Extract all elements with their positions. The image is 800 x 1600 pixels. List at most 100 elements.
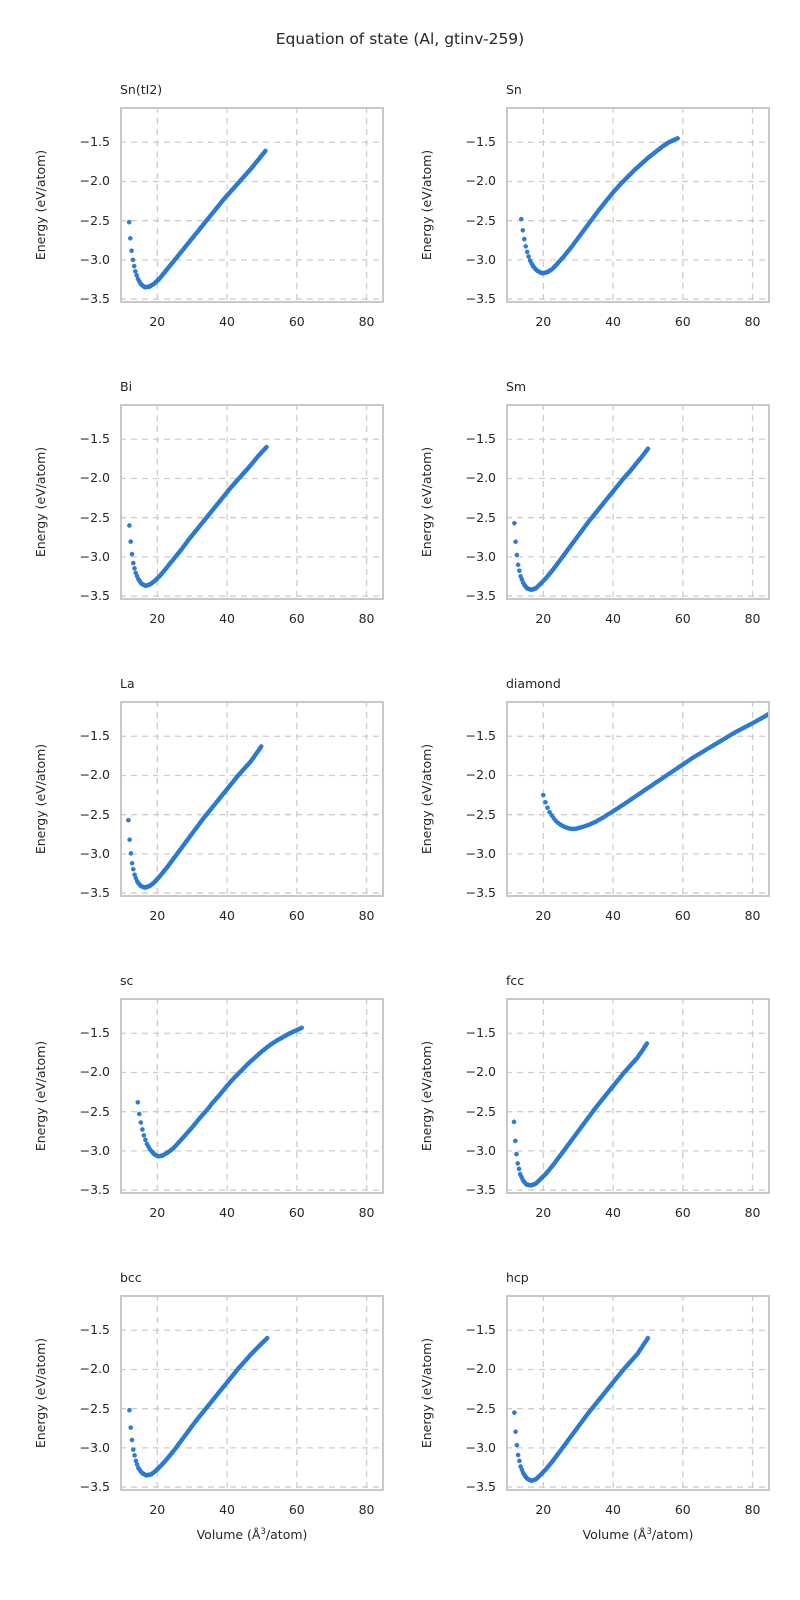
y-tick-label: −1.5 [465,431,496,447]
x-tick-label: 20 [149,908,166,923]
x-tick-label: 40 [219,908,236,923]
plot-area [120,1295,384,1491]
plot-area [506,701,770,897]
y-tick-label: −2.0 [79,767,110,783]
y-tick-label: −2.5 [79,509,110,525]
data-point [520,228,526,233]
data-point [515,562,521,568]
y-tick-label: −3.5 [465,1182,496,1198]
x-tick-label: 60 [674,611,691,626]
x-tick-label: 20 [149,1205,166,1220]
subplot-title: fcc [506,973,525,988]
gridlines [506,701,770,897]
y-tick-label: −3.5 [465,885,496,901]
data-point [514,552,520,558]
y-tick-label: −2.5 [79,1400,110,1416]
plot-area [120,998,384,1194]
x-tick-label: 20 [535,1502,552,1517]
y-tick-label: −3.0 [79,1142,110,1158]
y-tick-label: −2.0 [79,1361,110,1377]
plot-area [506,107,770,303]
x-axis-label: Volume (Å3/atom) [120,1527,384,1542]
y-tick-label: −3.5 [79,291,110,307]
data-point [547,809,552,815]
data-point [519,216,524,222]
y-tick-label: −2.5 [465,806,496,822]
data-point [128,851,134,856]
y-tick-label: −1.5 [79,1322,110,1338]
data-point [127,523,132,528]
y-tick-label: −1.5 [465,134,496,150]
data-point [513,1429,518,1434]
data-point [136,1111,142,1117]
plot-area [120,701,384,897]
x-tick-label: 80 [358,611,375,626]
y-tick-label: −3.0 [465,548,496,564]
x-tick-label: 40 [605,314,622,329]
x-tick-label: 40 [605,1205,622,1220]
y-tick-label: −1.5 [465,1025,496,1041]
data-point [523,243,529,249]
plot-area [506,998,770,1194]
y-tick-label: −3.0 [465,1142,496,1158]
figure-title: Equation of state (Al, gtinv-259) [275,30,525,48]
plot-frame [506,701,770,897]
data-point [541,792,546,798]
data-point [512,1410,517,1415]
data-point [645,1335,651,1341]
plot-frame [120,1295,384,1491]
y-tick-label: −3.0 [79,251,110,267]
data-point [126,817,131,823]
y-tick-label: −3.5 [465,1479,496,1495]
y-tick-label: −2.5 [465,1103,496,1119]
x-tick-label: 80 [744,314,761,329]
scatter-series [541,712,770,832]
scatter-series [127,1335,270,1478]
data-point [543,799,548,805]
y-tick-label: −3.0 [465,251,496,267]
plot-frame [120,107,384,303]
x-axis-label-sup: 3 [260,1527,266,1537]
subplot-title: Sm [506,379,527,394]
x-tick-label: 60 [674,1502,691,1517]
x-tick-label: 80 [358,1502,375,1517]
y-tick-label: −2.5 [465,509,496,525]
y-tick-label: −1.5 [465,1322,496,1338]
plot-area [506,1295,770,1491]
gridlines [120,1295,384,1491]
data-point [143,1137,148,1143]
data-point [511,1119,517,1125]
x-tick-label: 60 [674,314,691,329]
scatter-series [127,444,269,588]
data-point [517,1458,522,1464]
subplot-title: sc [120,973,134,988]
subplot-Sn: Sn Energy (eV/atom) −1.5 −2.0 −2.5 −3.0 −3.5 20… [419,82,770,329]
y-tick-label: −1.5 [79,134,110,150]
x-tick-label: 60 [674,908,691,923]
y-tick-label: −3.0 [465,845,496,861]
data-point [133,269,138,274]
data-point [264,444,269,450]
y-tick-label: −2.0 [79,173,110,189]
data-point [132,1453,137,1458]
data-point [644,1041,650,1046]
y-tick-label: −2.0 [79,470,110,486]
y-tick-label: −3.0 [465,1439,496,1455]
data-point [131,560,136,566]
subplot-La: La Energy (eV/atom) −1.5 −2.0 −2.5 −3.0 −3.5 20… [33,676,384,923]
data-point [129,248,134,253]
x-tick-label: 20 [535,611,552,626]
data-point [138,1120,144,1125]
subplot-Bi: Bi Energy (eV/atom) −1.5 −2.0 −2.5 −3.0 −3.5 20… [33,379,384,626]
x-tick-label: 80 [358,1205,375,1220]
x-tick-label: 60 [288,908,305,923]
data-point [127,1407,132,1413]
y-tick-label: −3.0 [79,845,110,861]
gridlines [506,1295,770,1491]
scatter-series [135,1025,304,1159]
data-point [140,1127,145,1132]
plot-area [120,107,384,303]
x-tick-label: 40 [219,314,236,329]
y-tick-label: −2.0 [465,173,496,189]
subplot-Sm: Sm Energy (eV/atom) −1.5 −2.0 −2.5 −3.0 −3.5 20… [419,379,770,626]
